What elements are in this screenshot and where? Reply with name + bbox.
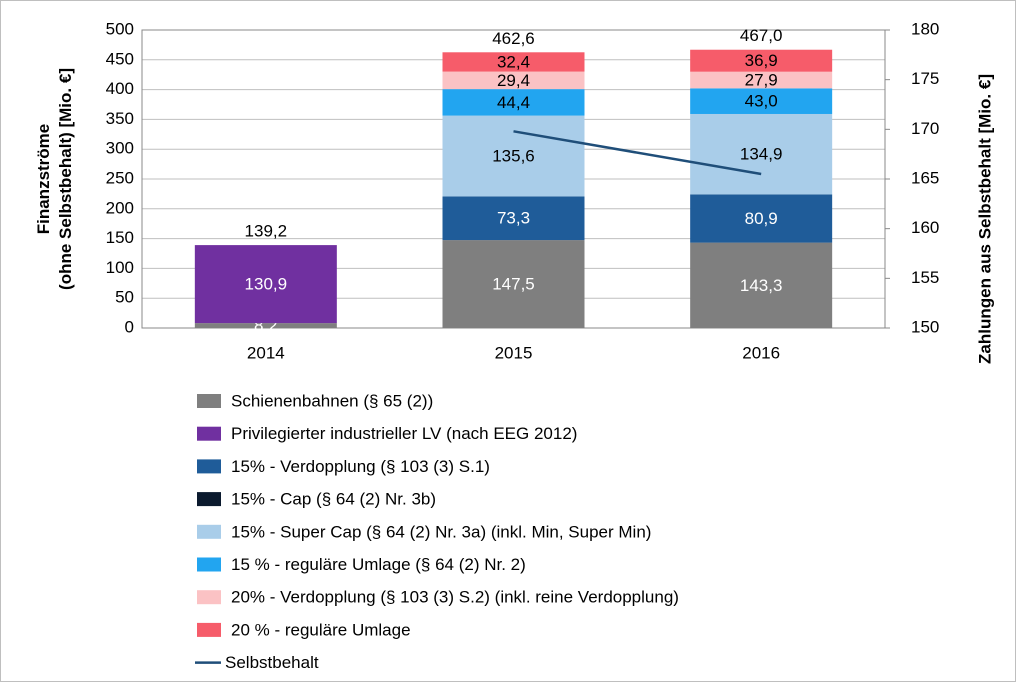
- x-tick-label: 2016: [742, 343, 780, 362]
- y-tick-label: 300: [106, 139, 134, 158]
- data-label: 43,0: [745, 92, 778, 111]
- bar-segment: [194, 245, 337, 324]
- data-label: 36,9: [745, 51, 778, 70]
- y-tick-label: 50: [115, 288, 134, 307]
- legend-label: Privilegierter industrieller LV (nach EE…: [231, 424, 577, 443]
- legend-swatch: [197, 394, 221, 408]
- legend-swatch: [197, 426, 221, 441]
- y-tick-label: 0: [125, 317, 134, 336]
- y2-tick-label: 160: [911, 218, 939, 237]
- total-label: 467,0: [740, 26, 783, 45]
- x-tick-label: 2014: [247, 343, 285, 362]
- data-label: 32,4: [497, 52, 530, 71]
- legend-label: 15% - Super Cap (§ 64 (2) Nr. 3a) (inkl.…: [231, 522, 651, 541]
- data-label: 143,3: [740, 276, 783, 295]
- line-series: [513, 130, 762, 176]
- legend-swatch: [197, 557, 221, 572]
- y-tick-label: 200: [106, 198, 134, 217]
- legend-swatch: [197, 524, 221, 539]
- data-label: 147,5: [492, 275, 535, 294]
- bar-segment: [690, 71, 833, 89]
- bar-segment: [442, 196, 585, 241]
- legend-label: Schienenbahnen (§ 65 (2)): [231, 391, 433, 410]
- legend-label: 20 % - reguläre Umlage: [231, 620, 411, 639]
- y-tick-label: 150: [106, 228, 134, 247]
- data-label: 27,9: [745, 71, 778, 90]
- legend-label: 15% - Verdopplung (§ 103 (3) S.1): [231, 457, 490, 476]
- bar-segment: [442, 89, 585, 116]
- bar-segment: [442, 71, 585, 90]
- y-axis-label-line: Finanzströme: [34, 124, 53, 235]
- bar-segment: [194, 323, 337, 328]
- data-label: 73,3: [497, 209, 530, 228]
- bar-segment: [690, 194, 833, 243]
- y2-tick-label: 155: [911, 268, 939, 287]
- y-tick-label: 350: [106, 109, 134, 128]
- data-label: 29,4: [497, 71, 530, 90]
- x-tick-label: 2015: [495, 343, 533, 362]
- bar-segment: [442, 52, 585, 72]
- y2-tick-label: 180: [911, 19, 939, 38]
- bar-segment: [690, 113, 833, 195]
- data-label: 135,6: [492, 146, 535, 165]
- bar-segment: [690, 242, 833, 328]
- y-axis-label-line: (ohne Selbstbehalt) [Mio. €]: [56, 68, 75, 290]
- bar-segment: [442, 240, 585, 328]
- y2-tick-label: 170: [911, 119, 939, 138]
- legend-label: 15% - Cap (§ 64 (2) Nr. 3b): [231, 490, 436, 509]
- data-label: 130,9: [245, 275, 288, 294]
- bar-segment: [442, 115, 585, 197]
- legend-swatch: [197, 590, 221, 605]
- legend-swatch: [197, 459, 221, 474]
- total-label: 139,2: [245, 222, 288, 241]
- data-label: 80,9: [745, 209, 778, 228]
- y-axis-label: Finanzströme (ohne Selbstbehalt) [Mio. €]: [34, 68, 75, 290]
- y-tick-label: 500: [106, 19, 134, 38]
- y2-tick-label: 175: [911, 69, 939, 88]
- y2-tick-label: 150: [911, 317, 939, 336]
- data-label: 44,4: [497, 93, 530, 112]
- legend-label: 15 % - reguläre Umlage (§ 64 (2) Nr. 2): [231, 555, 526, 574]
- bar-segment: [690, 49, 833, 72]
- data-label: 134,9: [740, 145, 783, 164]
- legend-label: Selbstbehalt: [225, 653, 319, 672]
- y-tick-label: 400: [106, 79, 134, 98]
- legend-label: 20% - Verdopplung (§ 103 (3) S.2) (inkl.…: [231, 588, 679, 607]
- y-tick-label: 100: [106, 258, 134, 277]
- y-tick-label: 450: [106, 49, 134, 68]
- y2-tick-label: 165: [911, 168, 939, 187]
- bar-segment: [690, 88, 833, 114]
- y-tick-label: 250: [106, 168, 134, 187]
- y2-axis-label: Zahlungen aus Selbstbehalt [Mio. €]: [975, 74, 994, 364]
- legend-swatch: [197, 622, 221, 637]
- legend-swatch: [197, 492, 221, 507]
- total-label: 462,6: [492, 29, 535, 48]
